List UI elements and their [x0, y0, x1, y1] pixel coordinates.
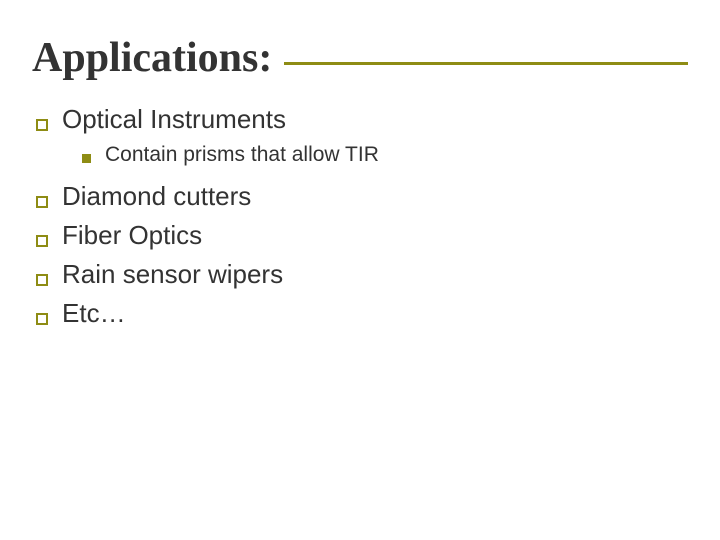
slide-title: Applications: — [32, 34, 272, 82]
content-body: Optical Instruments Contain prisms that … — [36, 104, 688, 329]
bullet-outline-icon — [36, 313, 48, 325]
list-item-label: Etc… — [62, 298, 126, 329]
title-underline — [284, 62, 688, 65]
slide: Applications: Optical Instruments Contai… — [0, 0, 720, 329]
bullet-outline-icon — [36, 196, 48, 208]
list-item-label: Diamond cutters — [62, 181, 251, 212]
bullet-outline-icon — [36, 235, 48, 247]
list-item: Optical Instruments — [36, 104, 688, 135]
list-item-label: Rain sensor wipers — [62, 259, 283, 290]
list-item: Diamond cutters — [36, 181, 688, 212]
title-row: Applications: — [32, 34, 688, 82]
bullet-solid-icon — [82, 154, 91, 163]
bullet-outline-icon — [36, 119, 48, 131]
list-item: Etc… — [36, 298, 688, 329]
list-item: Fiber Optics — [36, 220, 688, 251]
bullet-outline-icon — [36, 274, 48, 286]
list-item-label: Fiber Optics — [62, 220, 202, 251]
list-item: Rain sensor wipers — [36, 259, 688, 290]
list-subitem-label: Contain prisms that allow TIR — [105, 143, 379, 167]
list-item-label: Optical Instruments — [62, 104, 286, 135]
list-subitem: Contain prisms that allow TIR — [82, 143, 688, 167]
